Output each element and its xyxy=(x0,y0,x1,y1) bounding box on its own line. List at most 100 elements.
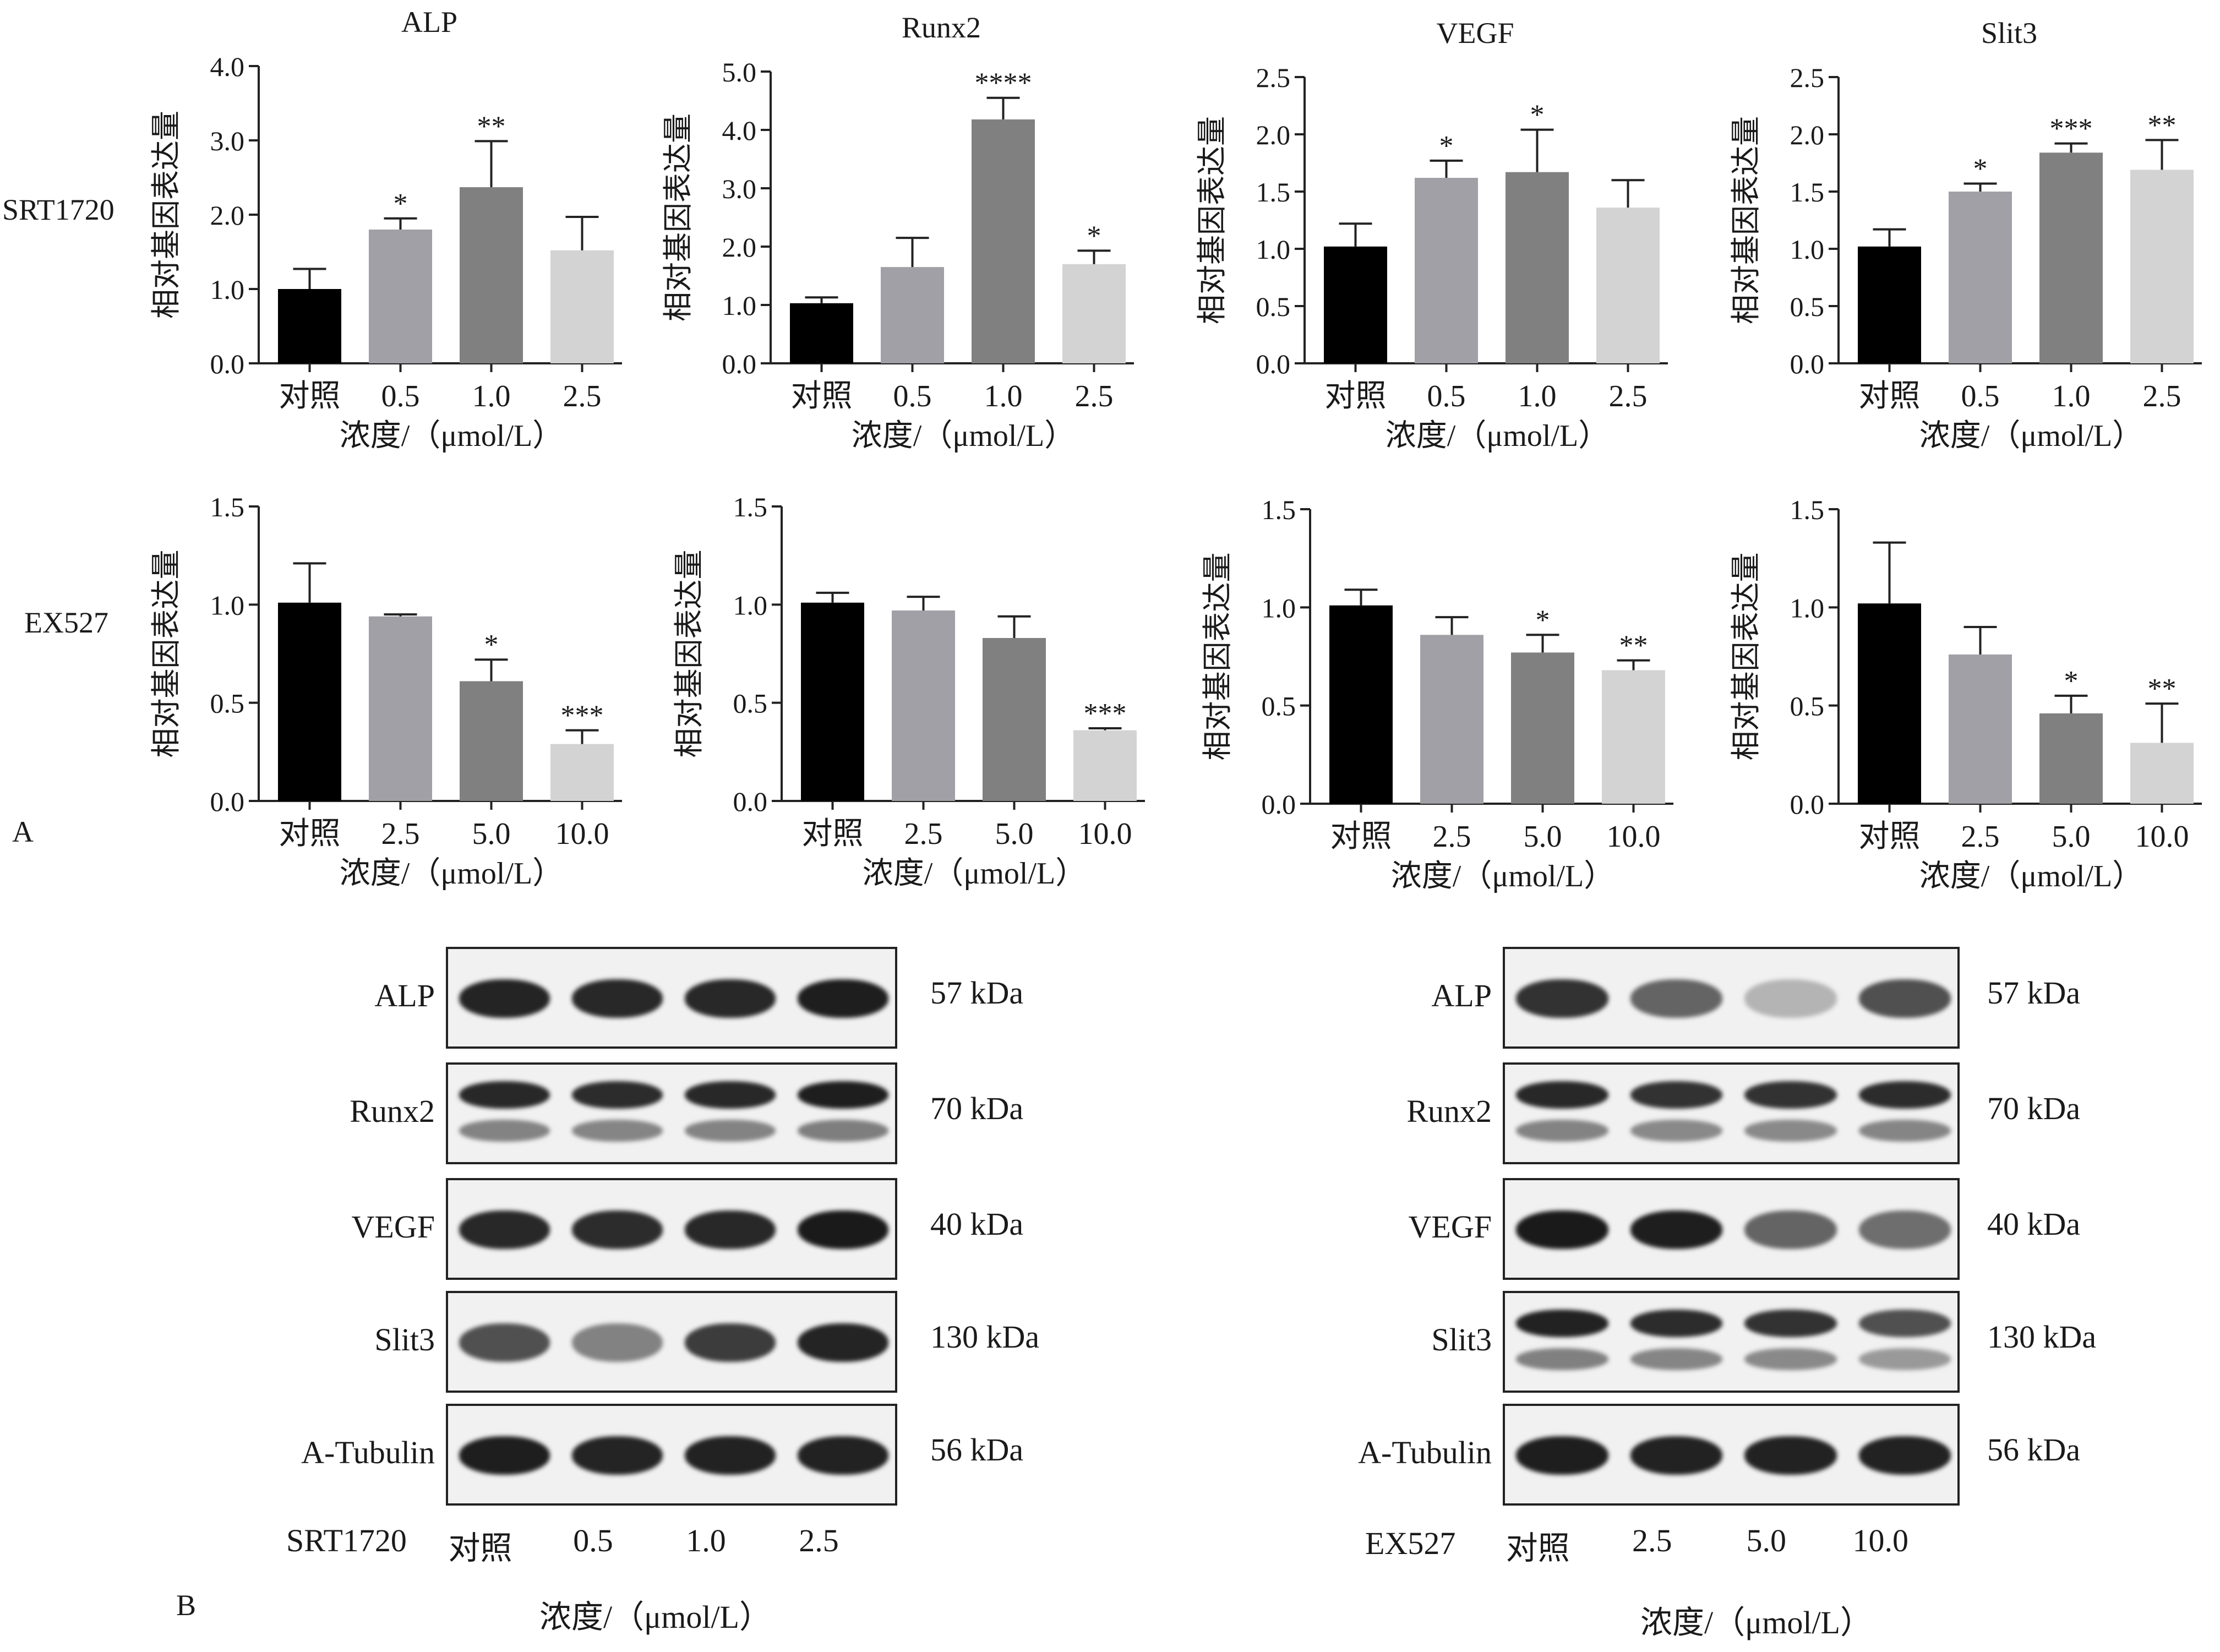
x-tick-label: 5.0 xyxy=(1524,820,1562,854)
y-tick-label: 0.5 xyxy=(733,688,768,719)
blot-band xyxy=(1630,979,1722,1018)
blot-band xyxy=(798,1120,888,1142)
blot-protein-label: Runx2 xyxy=(350,1093,435,1129)
significance-label: *** xyxy=(1084,698,1127,729)
blot-band xyxy=(1744,979,1837,1018)
blot-kda-label: 130 kDa xyxy=(1987,1319,2097,1355)
bar xyxy=(278,602,341,801)
x-axis-label: 浓度/（μmol/L） xyxy=(1919,859,2143,893)
y-tick-label: 4.0 xyxy=(722,115,757,146)
blot-band xyxy=(1858,1081,1951,1109)
bar xyxy=(1329,605,1393,804)
y-tick-label: 1.0 xyxy=(1790,592,1825,623)
blot-lane-label: 2.5 xyxy=(799,1523,839,1558)
significance-label: ** xyxy=(1619,630,1648,662)
chart-title: Slit3 xyxy=(1981,17,2037,50)
blot-kda-label: 40 kDa xyxy=(930,1206,1024,1242)
x-tick-label: 对照 xyxy=(1330,820,1392,854)
blot-kda-label: 57 kDa xyxy=(930,975,1024,1011)
x-tick-label: 2.5 xyxy=(1961,820,2000,854)
x-tick-label: 5.0 xyxy=(2052,820,2091,854)
x-tick-label: 10.0 xyxy=(1078,817,1132,851)
x-tick-label: 2.5 xyxy=(563,379,602,413)
blot-band xyxy=(1858,1310,1951,1337)
y-tick-label: 4.0 xyxy=(210,51,245,82)
bar xyxy=(1858,603,1921,804)
y-axis-label: 相对基因表达量 xyxy=(1730,116,1763,324)
blot-band xyxy=(1630,1211,1722,1249)
blot-lane-label: 2.5 xyxy=(1632,1523,1672,1558)
blot-band xyxy=(459,1211,550,1249)
x-tick-label: 2.5 xyxy=(2143,379,2181,413)
blot-kda-label: 70 kDa xyxy=(930,1091,1024,1126)
chart-title: ALP xyxy=(401,6,457,39)
significance-label: * xyxy=(2064,666,2079,697)
bar xyxy=(2130,170,2194,363)
y-tick-label: 0.0 xyxy=(722,348,757,379)
bar xyxy=(1596,208,1660,363)
blot-image xyxy=(1503,1178,1960,1280)
x-axis-label: 浓度/（μmol/L） xyxy=(852,419,1075,453)
y-tick-label: 0.0 xyxy=(210,348,245,379)
significance-label: * xyxy=(1530,100,1545,131)
blot-concentration-label: 浓度/（μmol/L） xyxy=(1640,1605,1872,1640)
x-tick-label: 5.0 xyxy=(472,817,511,851)
blot-band xyxy=(1744,1436,1837,1475)
y-tick-label: 5.0 xyxy=(722,57,757,88)
blot-protein-label: A-Tubulin xyxy=(1358,1435,1492,1470)
bar-chart-3: VEGF 0.0 0.5 1.0 1.5 2.0 2.5 相对基因表达量 对照 * 0.5 * 1.0 2… xyxy=(1183,11,1690,484)
blot-group-label: SRT1720 xyxy=(286,1523,407,1558)
blot-band xyxy=(798,1211,888,1249)
y-tick-label: 0.5 xyxy=(1256,291,1291,322)
blot-protein-label: Runx2 xyxy=(1406,1093,1492,1129)
blot-band xyxy=(459,1323,550,1362)
x-tick-label: 2.5 xyxy=(1609,379,1648,413)
blot-band xyxy=(1744,1120,1837,1142)
significance-label: ** xyxy=(477,111,506,142)
y-axis-label: 相对基因表达量 xyxy=(662,113,695,321)
blot-band xyxy=(1516,1081,1608,1109)
y-tick-label: 1.0 xyxy=(1262,592,1296,623)
x-tick-label: 5.0 xyxy=(995,817,1034,851)
blot-band xyxy=(798,1081,888,1109)
y-tick-label: 0.0 xyxy=(1256,348,1291,379)
x-tick-label: 2.5 xyxy=(1075,379,1114,413)
blot-band xyxy=(1516,1348,1608,1370)
bar xyxy=(2039,713,2103,804)
blot-band xyxy=(1516,1120,1608,1142)
blot-band xyxy=(1630,1436,1722,1475)
blot-protein-label: VEGF xyxy=(1408,1209,1492,1245)
blot-image xyxy=(1503,1291,1960,1393)
bar xyxy=(972,119,1035,364)
x-tick-label: 2.5 xyxy=(904,817,943,851)
significance-label: ** xyxy=(2148,673,2177,705)
blot-image xyxy=(1503,947,1960,1049)
panel-label-b: B xyxy=(176,1589,197,1622)
y-axis-label: 相对基因表达量 xyxy=(1730,553,1763,761)
x-axis-label: 浓度/（μmol/L） xyxy=(1919,419,2143,453)
bar xyxy=(550,250,614,363)
x-axis-label: 浓度/（μmol/L） xyxy=(340,857,563,891)
blot-band xyxy=(572,1211,663,1249)
blot-protein-label: Slit3 xyxy=(374,1322,435,1357)
blot-kda-label: 40 kDa xyxy=(1987,1206,2081,1242)
blot-band xyxy=(459,979,550,1018)
blot-image xyxy=(446,1178,897,1280)
panel-label-a: A xyxy=(12,815,34,848)
bar xyxy=(1858,246,1921,363)
blot-band xyxy=(572,1120,663,1142)
blot-band xyxy=(1858,1120,1951,1142)
bar-chart-6: 0.0 0.5 1.0 1.5 相对基因表达量 对照 2.5 5.0 *** 10.0 浓度/（μm… xyxy=(661,440,1167,922)
y-axis-label: 相对基因表达量 xyxy=(150,111,183,319)
blot-band xyxy=(1516,1436,1608,1475)
significance-label: ** xyxy=(2148,110,2177,141)
y-tick-label: 0.5 xyxy=(1262,691,1296,722)
y-tick-label: 1.0 xyxy=(1790,234,1825,265)
blot-band xyxy=(1516,979,1608,1018)
blot-band xyxy=(798,979,888,1018)
y-tick-label: 1.0 xyxy=(722,290,757,321)
bar xyxy=(892,610,955,801)
